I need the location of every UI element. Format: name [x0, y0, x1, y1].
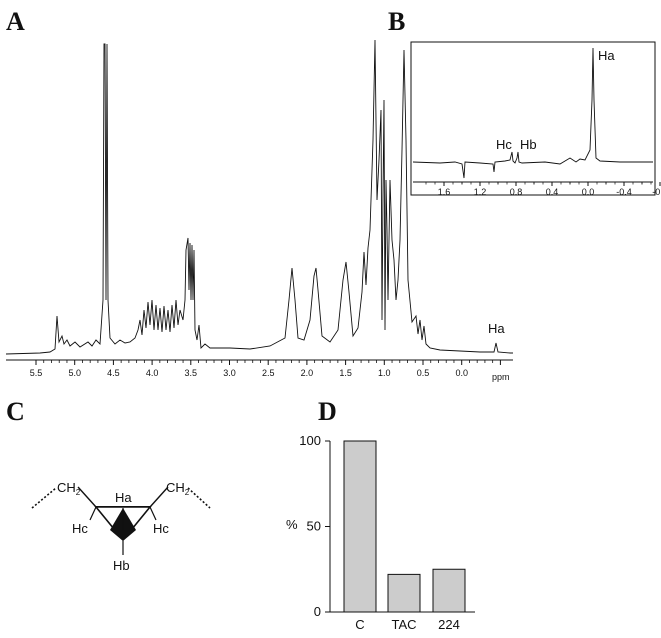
x-tick-label: 2.5 — [262, 368, 275, 378]
x-tick-label: 5.0 — [68, 368, 81, 378]
cyclopropane-structure: CH2 CH2 Ha Hb Hc Hc — [31, 480, 211, 573]
structure-hc-left-label: Hc — [72, 521, 88, 536]
panel-label-d: D — [318, 397, 337, 426]
y-axis-label: % — [286, 517, 298, 532]
left-ch2-label: CH2 — [57, 480, 81, 497]
x-tick-label: TAC — [391, 617, 416, 632]
spectrum-a-unit: ppm — [492, 372, 510, 382]
right-dashed-bond — [187, 487, 211, 509]
x-tick-label: 3.5 — [185, 368, 198, 378]
panel-label-a: A — [6, 7, 25, 36]
x-tick-label: 1.2 — [474, 187, 487, 197]
bars — [343, 440, 466, 613]
panel-label-c: C — [6, 397, 25, 426]
spectrum-a-ticks: 5.5 5.0 4.5 4.0 3.5 3.0 2.5 2.0 1.5 1.0 0.5 0.0 — [30, 360, 501, 378]
spectrum-b-hb-label: Hb — [520, 137, 537, 152]
x-tick-label: 0.5 — [417, 368, 430, 378]
x-tick-label: -0.4 — [616, 187, 632, 197]
x-tick-label: 1.5 — [339, 368, 352, 378]
structure-hb-label: Hb — [113, 558, 130, 573]
spectrum-b-hc-label: Hc — [496, 137, 512, 152]
spectrum-b-inset: 1.6 1.2 0.8 0.4 0.0 -0.4 -0.8 Ha Hc Hb — [410, 41, 661, 197]
panel-label-b: B — [388, 7, 405, 36]
bar-224 — [432, 568, 466, 613]
bar-tac — [387, 573, 421, 613]
spectrum-b-ticks: 1.6 1.2 0.8 0.4 0.0 -0.4 -0.8 — [425, 182, 661, 197]
x-tick-label: 3.0 — [223, 368, 236, 378]
y-tick-label: 50 — [307, 519, 321, 534]
hc-left-bond — [89, 506, 97, 521]
y-tick-label: 0 — [314, 604, 321, 619]
x-tick-label: 2.0 — [301, 368, 314, 378]
x-tick-label: C — [355, 617, 364, 632]
x-tick-label: 1.0 — [378, 368, 391, 378]
x-tick-label: 224 — [438, 617, 460, 632]
x-tick-label: 0.8 — [510, 187, 523, 197]
bar-c — [343, 440, 377, 613]
x-tick-label: 4.5 — [107, 368, 120, 378]
left-dashed-bond — [31, 487, 57, 509]
inset-frame — [410, 41, 656, 196]
y-ticks: 0 50 100 — [299, 433, 330, 619]
right-ch2-label: CH2 — [166, 480, 190, 497]
spectrum-a-ha-label: Ha — [488, 321, 505, 336]
bar-chart: % 0 50 100 C TAC 224 — [286, 433, 475, 632]
hc-right-bond — [149, 506, 157, 521]
x-tick-label: 4.0 — [146, 368, 159, 378]
x-tick-label: 1.6 — [438, 187, 451, 197]
bond-right — [149, 486, 169, 508]
y-tick-label: 100 — [299, 433, 321, 448]
bond-left — [77, 486, 97, 508]
spectrum-b-ha-label: Ha — [598, 48, 615, 63]
spectrum-b-trace — [412, 47, 653, 179]
structure-hc-right-label: Hc — [153, 521, 169, 536]
spectrum-a: 5.5 5.0 4.5 4.0 3.5 3.0 2.5 2.0 1.5 1.0 0.5 0.0 ppm… — [5, 39, 513, 382]
x-tick-label: -0.8 — [652, 187, 661, 197]
x-tick-label: 5.5 — [30, 368, 43, 378]
x-tick-label: 0.0 — [455, 368, 468, 378]
x-tick-label: 0.4 — [546, 187, 559, 197]
spectrum-a-trace — [5, 39, 513, 355]
structure-ha-label: Ha — [115, 490, 132, 505]
x-tick-label: 0.0 — [582, 187, 595, 197]
x-tick-labels: C TAC 224 — [355, 617, 460, 632]
